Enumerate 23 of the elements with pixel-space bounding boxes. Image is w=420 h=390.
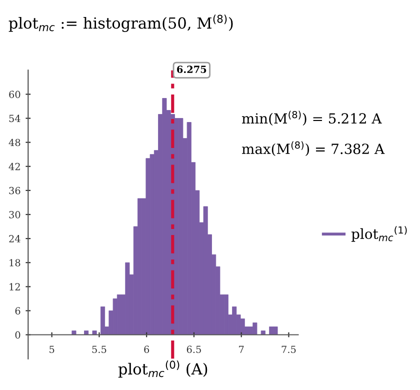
x-tick-label: 6.5: [186, 346, 201, 354]
annotation: max(M$^{(8)}$) = 7.382 A: [242, 141, 385, 156]
y-tick-label: 30: [9, 210, 20, 218]
y-tick-label: 54: [9, 114, 20, 122]
y-tick-label: 0: [15, 331, 20, 339]
x-tick-label: 5: [50, 346, 54, 354]
x-tick-label: 7.5: [282, 346, 296, 354]
x-tick-label: 7: [239, 346, 244, 353]
legend-label: plot$_{mc}$$^{(1)}$: [351, 226, 407, 242]
y-tick-label: 12: [10, 283, 20, 290]
y-tick-label: 6: [15, 307, 20, 315]
x-tick-label: 6: [144, 346, 150, 354]
y-tick-label: 18: [10, 259, 20, 266]
y-tick-label: 24: [9, 235, 20, 242]
y-tick-label: 36: [9, 186, 20, 194]
y-tick-label: 42: [8, 162, 20, 170]
x-axis-title: plot$_{mc}$$^{(0)}$ (A): [118, 360, 208, 378]
y-tick-label: 48: [8, 138, 20, 146]
x-tick-label: 5.5: [92, 346, 106, 354]
ref-line-label: 6.275: [177, 66, 206, 74]
chart-title: plot$_{mc}$ := histogram(50, M$^{(8)}$): [8, 14, 233, 32]
annotation: min(M$^{(8)}$) = 5.212 A: [242, 110, 382, 126]
y-tick-label: 60: [9, 90, 20, 98]
